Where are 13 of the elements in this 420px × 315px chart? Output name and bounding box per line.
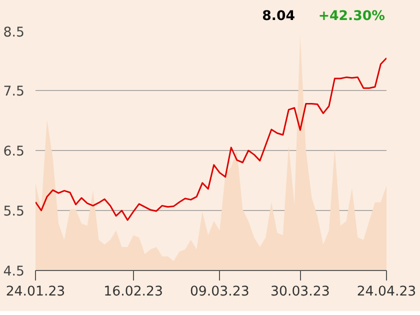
- x-tick-label: 24.04.23: [356, 284, 416, 300]
- text: 8.04: [262, 8, 295, 26]
- y-tick-label: 8.5: [3, 26, 25, 40]
- y-tick-label: 6.5: [3, 144, 25, 160]
- line-series: [36, 57, 386, 221]
- x-tick-label: 24.01.23: [6, 284, 66, 300]
- y-tick-label: 7.5: [3, 84, 25, 100]
- y-tick-label: 5.5: [3, 204, 25, 220]
- x-tick-label: 30.03.23: [270, 284, 330, 300]
- y-tick-label: 4.5: [3, 264, 25, 280]
- text: +42.30%: [318, 8, 385, 26]
- x-tick-label: 09.03.23: [190, 284, 250, 300]
- x-tick-label: 16.02.23: [104, 284, 164, 300]
